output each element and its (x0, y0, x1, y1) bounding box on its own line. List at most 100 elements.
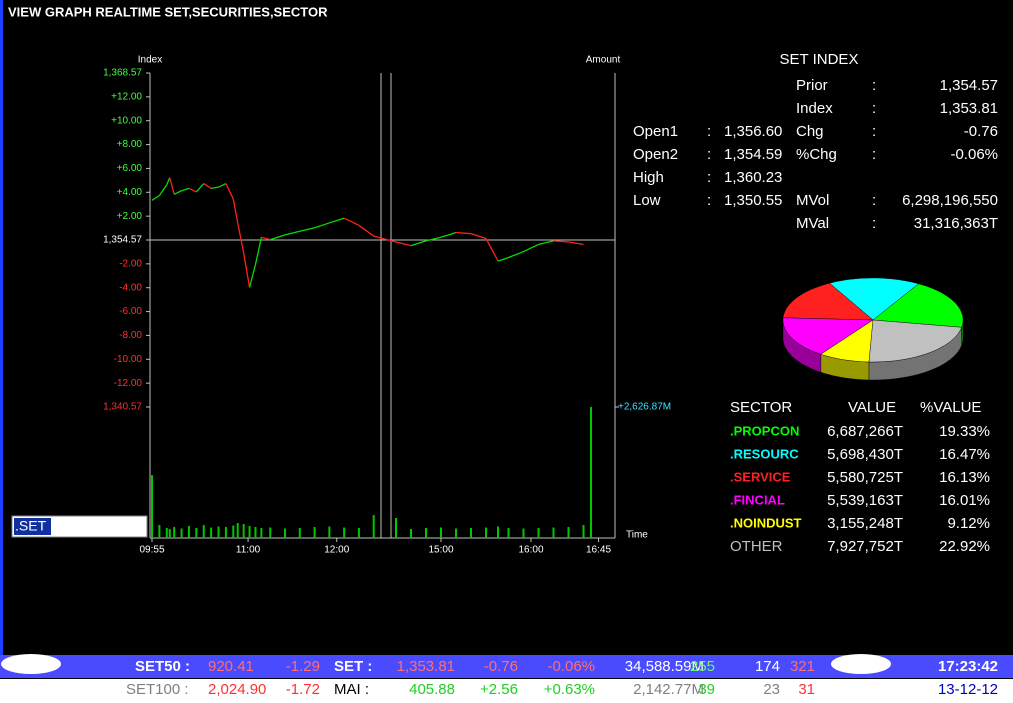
index-line-segment (538, 240, 554, 246)
sector-table: SECTOR VALUE %VALUE .PROPCON 6,687,266T 19.33… (730, 399, 990, 555)
index-line-segment (314, 222, 330, 229)
x-tick-label: 15:00 (428, 545, 453, 556)
volume-bar (168, 529, 171, 538)
volume-bar (455, 528, 457, 538)
ticker-item: 255 (690, 658, 715, 675)
index-line-segment (497, 256, 509, 262)
index-line-segment (169, 177, 175, 195)
index-line-segment (553, 240, 569, 243)
ticker-item: 321 (790, 658, 815, 675)
x-axis-label: Time (626, 530, 648, 541)
ticker-item: 1,353.81 (397, 658, 455, 675)
index-line-segment (181, 187, 190, 192)
sector-value: 5,539,163T (827, 492, 903, 509)
separator: : (872, 192, 876, 209)
y-tick-label: 1,340.57 (103, 402, 142, 413)
sector-name: .RESOURC (730, 446, 799, 461)
field-label: Prior (796, 77, 828, 94)
volume-bar (567, 527, 570, 538)
index-line-segment (284, 230, 300, 236)
pie-slice (820, 319, 874, 363)
y-tick-label: +12.00 (111, 91, 142, 102)
index-line-segment (203, 183, 212, 189)
x-tick-label: 16:45 (586, 545, 611, 556)
field-label: High (633, 169, 664, 186)
volume-bar (440, 527, 442, 538)
volume-bar (298, 528, 301, 538)
volume-bar (497, 526, 499, 538)
volume-bar (260, 528, 263, 538)
index-line-segment (508, 250, 524, 259)
volume-bar (410, 529, 412, 538)
sector-pct: 9.12% (947, 515, 990, 532)
ticker-item: 405.88 (409, 681, 455, 698)
pie-slice (782, 282, 874, 321)
sector-value: 5,698,430T (827, 446, 903, 463)
separator: : (872, 146, 876, 163)
sector-name: .PROPCON (730, 423, 799, 438)
index-line-segment (218, 182, 227, 188)
y-tick-label: -4.00 (119, 282, 142, 293)
volume-bar (507, 528, 510, 538)
symbol-input[interactable]: .SET (11, 515, 148, 538)
index-line-segment (188, 187, 197, 193)
separator: : (707, 169, 711, 186)
volume-bar (173, 527, 176, 538)
y-tick-label: +10.00 (111, 115, 142, 126)
volume-bar (151, 475, 153, 538)
ticker: SET50 : 920.41 -1.29 SET : 1,353.81 -0.76 -0.0… (126, 658, 998, 698)
field-value: 1,356.60 (724, 123, 782, 140)
field-label: Low (633, 192, 661, 209)
volume-bar (165, 528, 168, 538)
ticker-bar (0, 655, 1013, 678)
separator: : (872, 100, 876, 117)
field-value: -0.06% (950, 146, 998, 163)
separator: : (872, 123, 876, 140)
index-line-segment (373, 235, 397, 243)
ticker-bar (0, 679, 1013, 703)
volume-bar (582, 525, 585, 538)
field-value: 1,354.57 (940, 77, 998, 94)
volume-bar (372, 515, 375, 538)
column-header: %VALUE (920, 399, 981, 416)
oval-button[interactable] (1, 654, 61, 674)
pie-slice (782, 317, 874, 355)
index-line-segment (470, 233, 487, 240)
volume-bar (552, 527, 555, 538)
y-tick-label: -8.00 (119, 330, 142, 341)
field-value: -0.76 (964, 123, 998, 140)
volume-bar (425, 528, 427, 538)
x-tick-label: 16:00 (518, 545, 543, 556)
y-tick-label: +8.00 (117, 139, 143, 150)
column-header: SECTOR (730, 399, 792, 416)
index-line-segment (158, 184, 168, 196)
index-line-segment (232, 198, 239, 224)
volume-bar (343, 527, 346, 538)
ticker-item: 34,588.59M (625, 658, 704, 675)
input-text[interactable]: .SET (15, 518, 47, 534)
volume-bar (590, 406, 592, 538)
volume-bar (328, 526, 331, 538)
pie-slice (868, 319, 962, 363)
window-title: VIEW GRAPH REALTIME SET,SECURITIES,SECTO… (8, 4, 328, 19)
ticker-item: 39 (698, 681, 715, 698)
ticker-item: MAI : (334, 681, 369, 698)
oval-button[interactable] (831, 654, 891, 674)
ticker-item: 17:23:42 (938, 658, 998, 675)
pie-slice (872, 283, 964, 328)
sector-pct: 16.13% (939, 469, 990, 486)
index-line-segment (410, 240, 427, 247)
y-tick-label: -12.00 (114, 378, 143, 389)
pie-chart (782, 277, 964, 381)
volume-bar (210, 527, 213, 538)
ticker-item: 13-12-12 (938, 681, 998, 698)
y-tick-label: 1,354.57 (103, 235, 142, 246)
volume-bar (254, 527, 257, 538)
ticker-item: +2.56 (480, 681, 518, 698)
separator: : (707, 192, 711, 209)
index-line-segment (358, 224, 375, 237)
index-line-segment (568, 241, 584, 246)
field-label: Index (796, 100, 833, 117)
index-line-segment (166, 177, 171, 186)
